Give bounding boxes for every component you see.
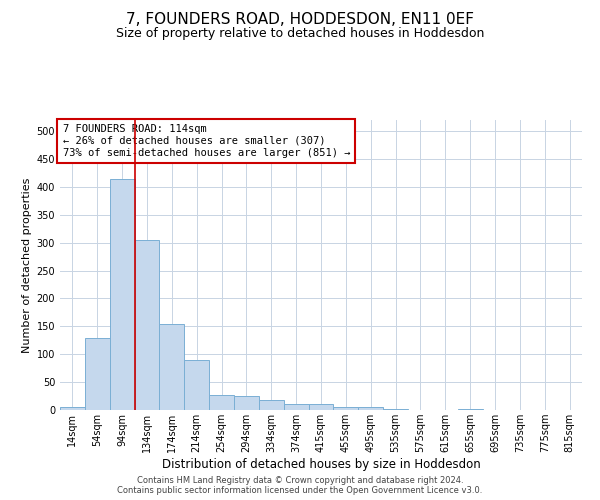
Bar: [85, 338, 110, 410]
Bar: [184, 360, 209, 410]
X-axis label: Distribution of detached houses by size in Hoddesdon: Distribution of detached houses by size …: [161, 458, 481, 471]
Bar: [383, 409, 408, 410]
Bar: [284, 404, 308, 410]
Bar: [234, 396, 259, 410]
Bar: [308, 404, 334, 410]
Text: 7 FOUNDERS ROAD: 114sqm
← 26% of detached houses are smaller (307)
73% of semi-d: 7 FOUNDERS ROAD: 114sqm ← 26% of detache…: [62, 124, 350, 158]
Bar: [259, 400, 284, 410]
Text: Contains HM Land Registry data © Crown copyright and database right 2024.
Contai: Contains HM Land Registry data © Crown c…: [118, 476, 482, 495]
Bar: [134, 240, 160, 410]
Text: Size of property relative to detached houses in Hoddesdon: Size of property relative to detached ho…: [116, 28, 484, 40]
Bar: [110, 178, 134, 410]
Bar: [160, 324, 184, 410]
Text: 7, FOUNDERS ROAD, HODDESDON, EN11 0EF: 7, FOUNDERS ROAD, HODDESDON, EN11 0EF: [126, 12, 474, 28]
Bar: [209, 395, 234, 410]
Bar: [60, 407, 85, 410]
Y-axis label: Number of detached properties: Number of detached properties: [22, 178, 32, 352]
Bar: [358, 407, 383, 410]
Bar: [334, 407, 358, 410]
